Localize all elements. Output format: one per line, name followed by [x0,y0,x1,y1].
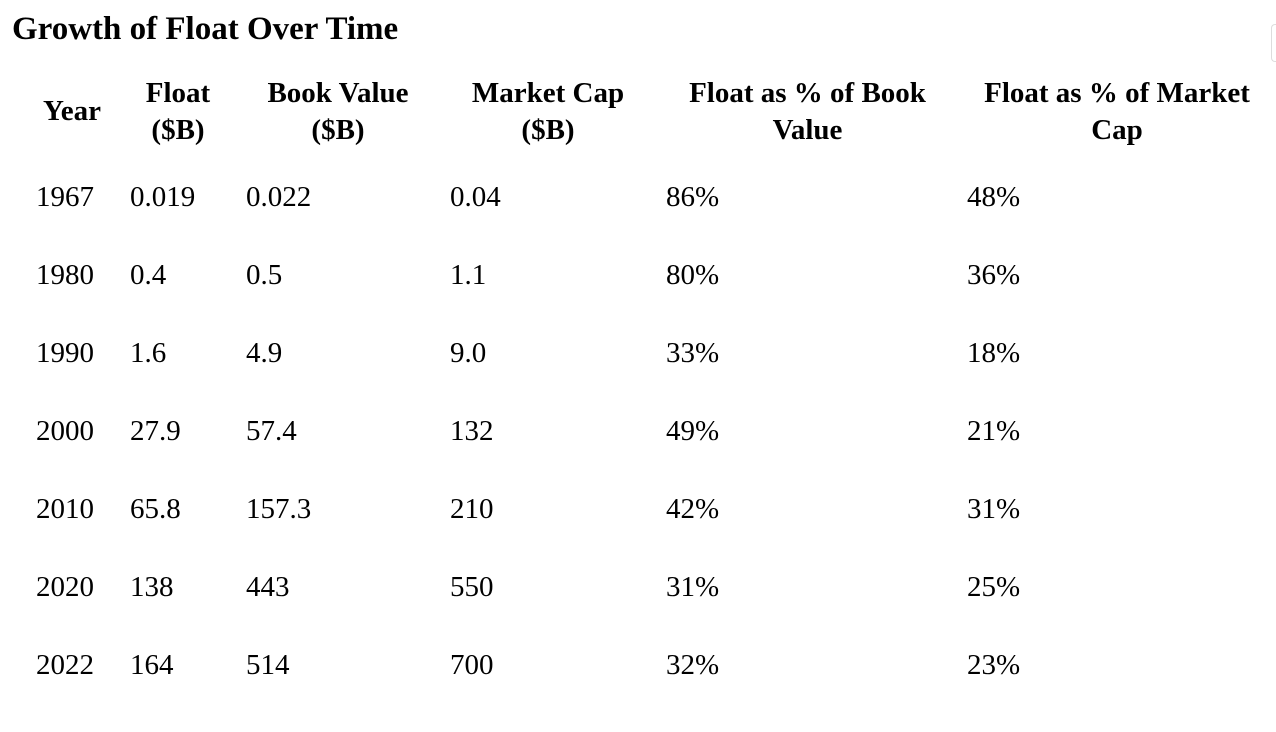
table-cell: 80% [666,259,720,291]
table-cell: 42% [666,493,720,525]
table-cell: 57.4 [246,415,297,447]
table-cell: 1.1 [450,259,487,291]
table-cell: 1990 [36,337,94,369]
table-cell: 18% [967,337,1021,369]
table-cell: 0.019 [130,181,196,213]
table-cell: 2020 [36,571,94,603]
table-cell: 31% [967,493,1021,525]
table-cell: 0.022 [246,181,312,213]
column-header: Float as % of Market Cap [984,77,1250,146]
table-cell: 48% [967,181,1021,213]
table-cell: 86% [666,181,720,213]
column-header: Float ($B) [145,77,211,146]
table-cell: 9.0 [450,337,487,369]
table-cell: 550 [450,571,494,603]
table-cell: 164 [130,649,174,681]
table-cell: 2022 [36,649,94,681]
scroll-edge [1271,24,1276,62]
table-cell: 210 [450,493,494,525]
table-cell: 27.9 [130,415,181,447]
page-title: Growth of Float Over Time [12,11,399,47]
table-cell: 1980 [36,259,94,291]
column-header: Float as % of Book Value [689,77,926,146]
table-cell: 0.5 [246,259,283,291]
table-cell: 49% [666,415,720,447]
table-cell: 32% [666,649,720,681]
table-cell: 4.9 [246,337,283,369]
table-cell: 33% [666,337,720,369]
table-cell: 700 [450,649,494,681]
table-cell: 25% [967,571,1021,603]
table-cell: 21% [967,415,1021,447]
table-cell: 31% [666,571,720,603]
column-header: Book Value ($B) [267,77,409,146]
table-cell: 2000 [36,415,94,447]
table-cell: 0.4 [130,259,167,291]
table-cell: 514 [246,649,290,681]
table-cell: 1967 [36,181,94,213]
table-cell: 2010 [36,493,94,525]
table-cell: 36% [967,259,1021,291]
column-header: Year [43,95,101,127]
table-cell: 138 [130,571,174,603]
table-cell: 23% [967,649,1021,681]
table-cell: 132 [450,415,494,447]
table-cell: 0.04 [450,181,501,213]
column-header: Market Cap ($B) [471,77,625,146]
table-cell: 157.3 [246,493,312,525]
table-cell: 65.8 [130,493,181,525]
table-cell: 1.6 [130,337,167,369]
table-cell: 443 [246,571,290,603]
